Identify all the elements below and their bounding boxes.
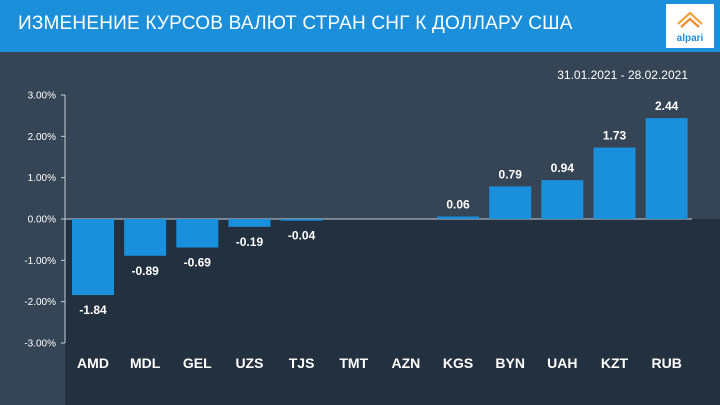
bar-uzs (228, 219, 271, 227)
data-label-kgs: 0.06 (446, 198, 470, 212)
alpari-logo-icon (677, 11, 703, 28)
y-tick-label: -2.00% (24, 297, 56, 308)
negative-area (65, 219, 720, 405)
y-tick-label: -3.00% (24, 339, 56, 350)
x-tick-label-gel: GEL (183, 355, 212, 371)
data-label-byn: 0.79 (499, 167, 523, 181)
x-tick-label-amd: AMD (77, 355, 109, 371)
y-tick-label: 3.00% (28, 91, 56, 102)
logo-text: alpari (676, 33, 704, 44)
bar-gel (176, 219, 219, 248)
data-label-gel: -0.69 (184, 256, 212, 270)
page-title: ИЗМЕНЕНИЕ КУРСОВ ВАЛЮТ СТРАН СНГ К ДОЛЛА… (18, 13, 573, 34)
data-label-kzt: 1.73 (603, 128, 627, 142)
x-tick-label-rub: RUB (651, 355, 681, 371)
header-bar: ИЗМЕНЕНИЕ КУРСОВ ВАЛЮТ СТРАН СНГ К ДОЛЛА… (0, 0, 720, 52)
data-label-amd: -1.84 (79, 303, 107, 317)
x-tick-label-tjs: TJS (289, 355, 315, 371)
x-tick-label-azn: AZN (392, 355, 421, 371)
data-label-uah: 0.94 (551, 161, 575, 175)
x-tick-label-kzt: KZT (601, 355, 629, 371)
bar-mdl (124, 219, 167, 256)
date-range: 31.01.2021 - 28.02.2021 (557, 68, 688, 82)
data-label-uzs: -0.19 (236, 235, 264, 249)
bar-kgs (437, 216, 480, 219)
bar-kzt (593, 147, 636, 219)
y-tick-label: 1.00% (28, 173, 56, 184)
bar-byn (489, 186, 532, 219)
bar-tjs (280, 219, 323, 221)
y-tick-label: 2.00% (28, 132, 56, 143)
alpari-logo: alpari (666, 4, 714, 48)
data-label-rub: 2.44 (655, 99, 679, 113)
x-tick-label-uzs: UZS (235, 355, 263, 371)
y-tick-label: -1.00% (24, 256, 56, 267)
x-tick-label-byn: BYN (495, 355, 525, 371)
bar-uah (541, 180, 584, 219)
x-tick-label-kgs: KGS (443, 355, 473, 371)
x-tick-label-tmt: TMT (339, 355, 368, 371)
x-tick-label-mdl: MDL (130, 355, 161, 371)
bar-amd (72, 219, 114, 296)
data-label-mdl: -0.89 (131, 264, 159, 278)
bar-rub (645, 118, 688, 219)
data-label-tjs: -0.04 (288, 229, 316, 243)
x-tick-label-uah: UAH (547, 355, 577, 371)
y-tick-label: 0.00% (28, 215, 56, 226)
